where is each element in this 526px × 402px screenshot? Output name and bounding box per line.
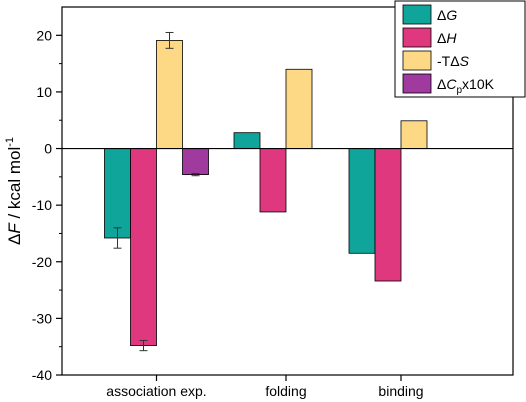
y-axis-title: ΔF / kcal mol-1 — [4, 137, 24, 245]
bar-1-1 — [104, 148, 131, 239]
x-category-label-2: folding — [265, 383, 306, 399]
y-tick-label-5: 0 — [44, 141, 52, 157]
bar-1-2 — [233, 132, 261, 149]
y-tick-label-7: 20 — [36, 27, 52, 43]
legend-swatch-1 — [402, 4, 432, 25]
legend-label-1: ΔG — [437, 7, 457, 23]
bar-2-1 — [130, 148, 157, 346]
legend-swatch-4 — [402, 73, 432, 94]
bar-3-1 — [156, 40, 183, 149]
bar-4-1 — [182, 148, 209, 175]
bar-2-3 — [374, 148, 402, 282]
bar-3-3 — [400, 120, 428, 149]
y-tick-label-2: -30 — [32, 310, 52, 326]
plot-frame — [61, 6, 514, 376]
legend-label-2: ΔH — [437, 30, 457, 46]
bar-1-3 — [348, 148, 376, 254]
x-category-label-3: binding — [378, 383, 423, 399]
bars-layer — [104, 31, 428, 352]
axes-layer: -40 -30 -20 -10 0 10 20 association exp. folding… — [4, 6, 514, 399]
y-tick-label-4: -10 — [32, 197, 52, 213]
legend-label-4: ΔCpx10K — [437, 76, 495, 96]
legend-label-3: -TΔS — [437, 53, 470, 69]
x-category-label-1: association exp. — [106, 383, 206, 399]
legend-swatch-3 — [402, 50, 432, 71]
bar-2-2 — [259, 148, 287, 213]
legend-swatch-2 — [402, 27, 432, 48]
y-tick-label-1: -40 — [32, 367, 52, 383]
legend: ΔG ΔH -TΔS ΔCpx10K — [394, 0, 526, 98]
bar-3-2 — [285, 68, 313, 149]
y-tick-label-6: 10 — [36, 84, 52, 100]
y-tick-label-3: -20 — [32, 254, 52, 270]
